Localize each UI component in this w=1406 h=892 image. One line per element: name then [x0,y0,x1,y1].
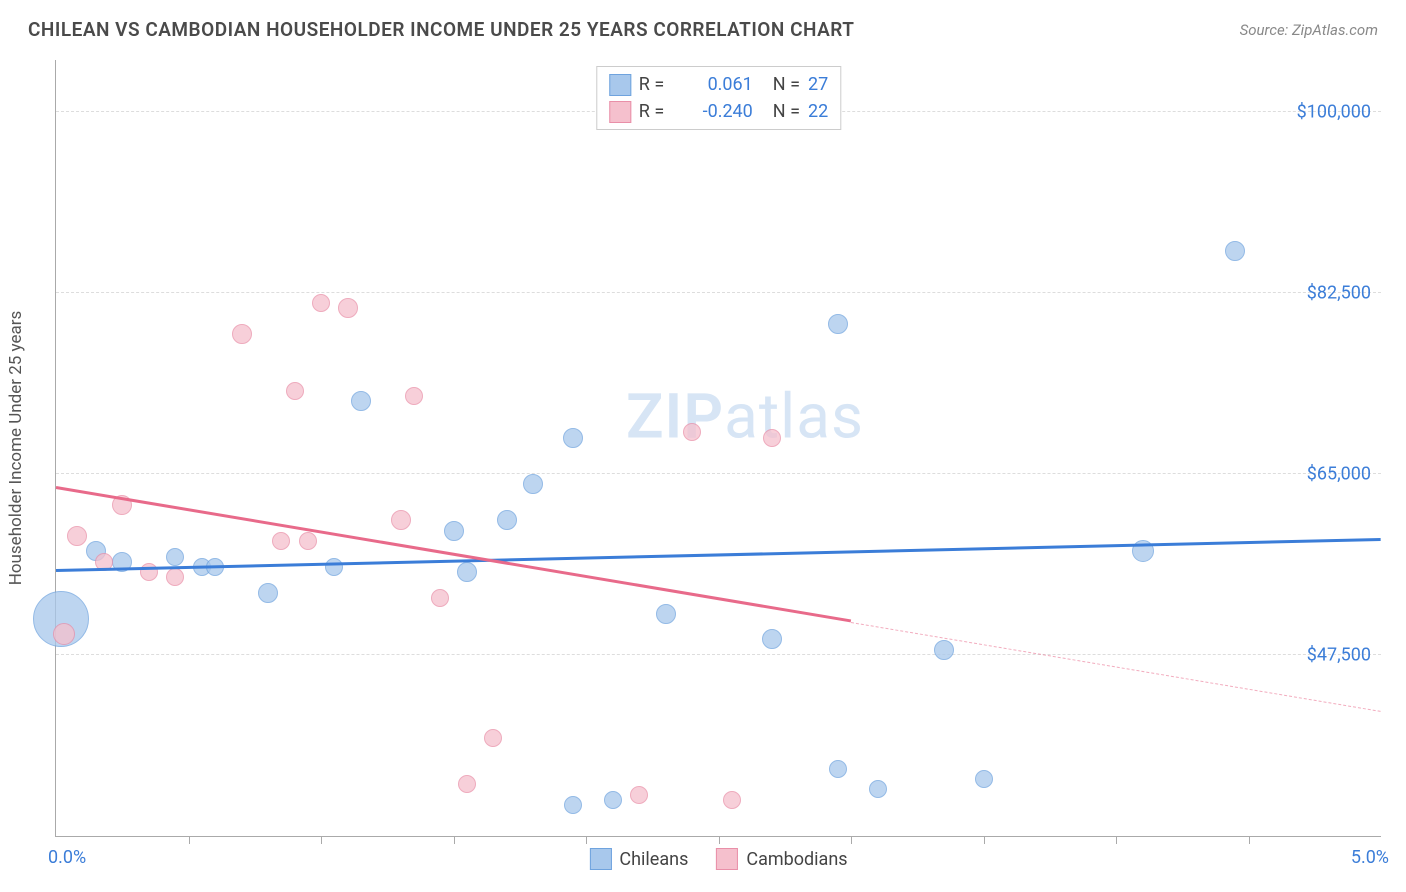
legend-swatch [589,848,611,870]
y-tick-label: $100,000 [1297,101,1371,122]
x-tick [321,836,322,844]
data-point [405,387,423,405]
data-point [828,314,848,334]
data-point [975,770,993,788]
legend-label: Chileans [619,849,688,870]
r-value: -0.240 [683,98,753,125]
r-label: R = [639,71,675,98]
data-point [431,589,449,607]
data-point [630,786,648,804]
chart-title: CHILEAN VS CAMBODIAN HOUSEHOLDER INCOME … [28,18,854,41]
watermark: ZIPatlas [626,380,864,453]
series-swatch [609,101,631,123]
data-point [604,791,622,809]
data-point [484,729,502,747]
data-point [683,423,701,441]
data-point [934,640,954,660]
data-point [762,629,782,649]
data-point [166,568,184,586]
gridline [56,654,1381,655]
data-point [457,562,477,582]
data-point [351,391,371,411]
x-axis-max: 5.0% [1351,847,1389,868]
stats-row: R = 0.061 N = 27 [609,71,828,98]
n-label: N = [773,98,800,125]
n-value: 27 [808,71,828,98]
data-point [444,521,464,541]
y-tick-label: $65,000 [1307,463,1371,484]
legend-swatch [716,848,738,870]
n-label: N = [773,71,800,98]
data-point [258,583,278,603]
data-point [166,548,184,566]
data-point [563,428,583,448]
n-value: 22 [808,98,828,125]
data-point [1225,241,1245,261]
y-axis-label: Householder Income Under 25 years [6,311,26,586]
data-point [338,298,358,318]
data-point [67,526,87,546]
data-point [656,604,676,624]
gridline [56,473,1381,474]
x-axis-min: 0.0% [48,847,86,868]
data-point [458,775,476,793]
data-point [564,796,582,814]
x-tick [454,836,455,844]
data-point [763,429,781,447]
data-point [391,510,411,530]
x-tick [1116,836,1117,844]
legend-label: Cambodians [746,849,847,870]
scatter-plot: ZIPatlas Householder Income Under 25 yea… [55,60,1381,837]
data-point [312,294,330,312]
data-point [869,780,887,798]
x-tick [984,836,985,844]
y-tick-label: $47,500 [1307,644,1371,665]
x-tick [851,836,852,844]
source-label: Source: ZipAtlas.com [1240,21,1378,39]
x-tick [586,836,587,844]
trend-line [56,538,1381,572]
trend-line [851,622,1381,712]
data-point [523,474,543,494]
legend-item: Cambodians [716,848,847,870]
data-point [272,532,290,550]
legend-item: Chileans [589,848,688,870]
stats-row: R = -0.240 N = 22 [609,98,828,125]
data-point [497,510,517,530]
series-swatch [609,74,631,96]
gridline [56,292,1381,293]
x-tick [189,836,190,844]
r-label: R = [639,98,675,125]
data-point [299,532,317,550]
data-point [286,382,304,400]
y-tick-label: $82,500 [1307,282,1371,303]
data-point [829,760,847,778]
data-point [53,623,75,645]
r-value: 0.061 [683,71,753,98]
stats-box: R = 0.061 N = 27 R = -0.240 N = 22 [596,66,841,130]
data-point [723,791,741,809]
data-point [325,558,343,576]
legend: Chileans Cambodians [589,848,847,870]
data-point [232,324,252,344]
x-tick [1249,836,1250,844]
x-tick [719,836,720,844]
